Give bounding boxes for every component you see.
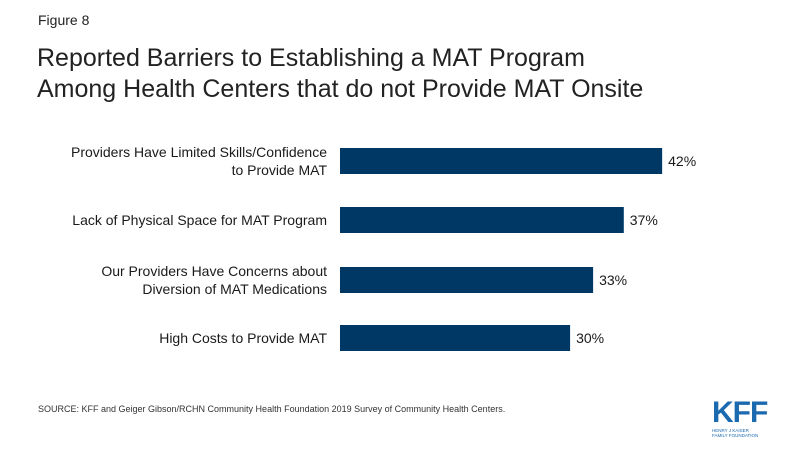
kff-logo-mark: KFF [712, 396, 768, 429]
value-label-3: 30% [576, 330, 604, 346]
figure-label: Figure 8 [38, 12, 90, 28]
chart-title-line-2: Among Health Centers that do not Provide… [37, 75, 644, 103]
bar-0 [340, 148, 663, 174]
category-label-0-line-0: Providers Have Limited Skills/Confidence [71, 144, 327, 160]
value-label-0: 42% [668, 153, 696, 169]
value-label-2: 33% [599, 272, 627, 288]
category-label-1-line-0: Lack of Physical Space for MAT Program [72, 212, 327, 228]
chart-title: Reported Barriers to Establishing a MAT … [37, 43, 777, 105]
category-label-3-line-0: High Costs to Provide MAT [159, 330, 327, 346]
kff-logo: KFF HENRY J KAISER FAMILY FOUNDATION [712, 396, 776, 439]
value-label-1: 37% [630, 212, 658, 228]
category-label-0-line-1: to Provide MAT [232, 162, 328, 178]
source-note: SOURCE: KFF and Geiger Gibson/RCHN Commu… [38, 404, 506, 414]
kff-logo-line-2: FAMILY FOUNDATION [712, 433, 759, 438]
chart-title-line-1: Reported Barriers to Establishing a MAT … [37, 44, 585, 72]
bar-3 [340, 325, 571, 351]
category-label-2-line-1: Diversion of MAT Medications [142, 281, 327, 297]
kff-logo-line-1: HENRY J KAISER [712, 428, 749, 433]
bar-2 [340, 267, 594, 293]
bar-1 [340, 207, 624, 233]
category-label-2-line-0: Our Providers Have Concerns about [101, 263, 327, 279]
